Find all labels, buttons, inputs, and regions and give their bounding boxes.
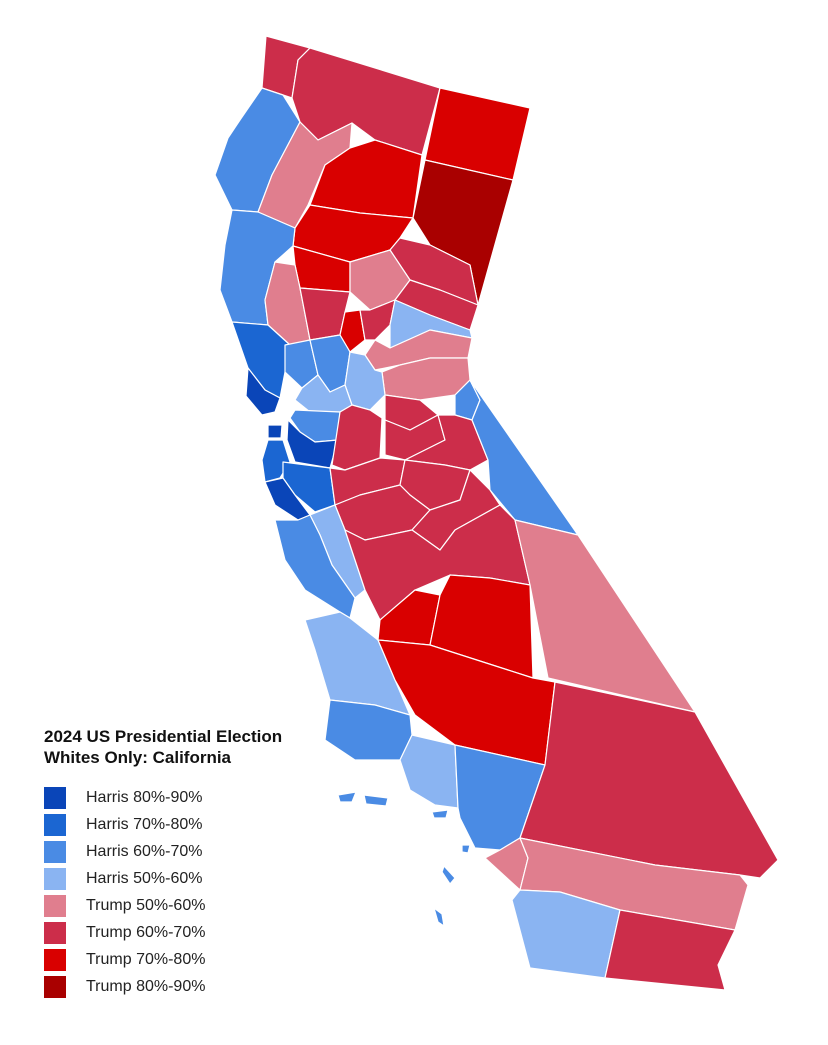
legend-label: Harris 60%-70% [86,842,203,860]
legend-label: Trump 70%-80% [86,950,206,968]
channel-island [433,907,445,927]
legend-item: Trump 50%-60% [44,892,282,919]
county-san-joaquin [331,404,383,471]
county-marin [245,367,281,416]
legend-item: Trump 60%-70% [44,919,282,946]
legend-title-line-2: Whites Only: California [44,748,232,767]
legend-item: Harris 60%-70% [44,838,282,865]
legend-item: Trump 80%-90% [44,973,282,1000]
legend-title-line-1: 2024 US Presidential Election [44,727,283,746]
county-imperial [604,909,736,991]
legend-swatch [44,867,66,890]
county-inyo [514,519,696,713]
channel-island [441,865,456,885]
county-monterey [274,514,356,619]
legend-swatch [44,921,66,944]
legend-swatch [44,813,66,836]
legend-label: Trump 80%-90% [86,977,206,995]
channel-island [363,794,389,807]
county-san-francisco [267,424,283,439]
legend-item: Harris 70%-80% [44,811,282,838]
channel-island [431,809,449,819]
legend-label: Trump 60%-70% [86,923,206,941]
channel-island [461,844,471,854]
legend-label: Harris 50%-60% [86,869,203,887]
county-trinity [257,121,353,229]
legend-label: Harris 80%-90% [86,788,203,806]
channel-island [337,791,357,803]
legend-swatch [44,894,66,917]
legend-item: Harris 50%-60% [44,865,282,892]
legend-swatch [44,948,66,971]
legend-swatch [44,975,66,998]
legend-item: Harris 80%-90% [44,784,282,811]
legend-label: Harris 70%-80% [86,815,203,833]
county-sutter [339,309,366,353]
legend-items: Harris 80%-90% Harris 70%-80% Harris 60%… [44,784,282,1000]
legend-item: Trump 70%-80% [44,946,282,973]
legend-swatch [44,840,66,863]
legend-title: 2024 US Presidential Election Whites Onl… [44,726,282,768]
county-ventura [399,734,459,809]
legend-label: Trump 50%-60% [86,896,206,914]
map-legend: 2024 US Presidential Election Whites Onl… [44,726,282,1000]
county-san-luis-obispo [304,611,411,716]
legend-swatch [44,786,66,809]
